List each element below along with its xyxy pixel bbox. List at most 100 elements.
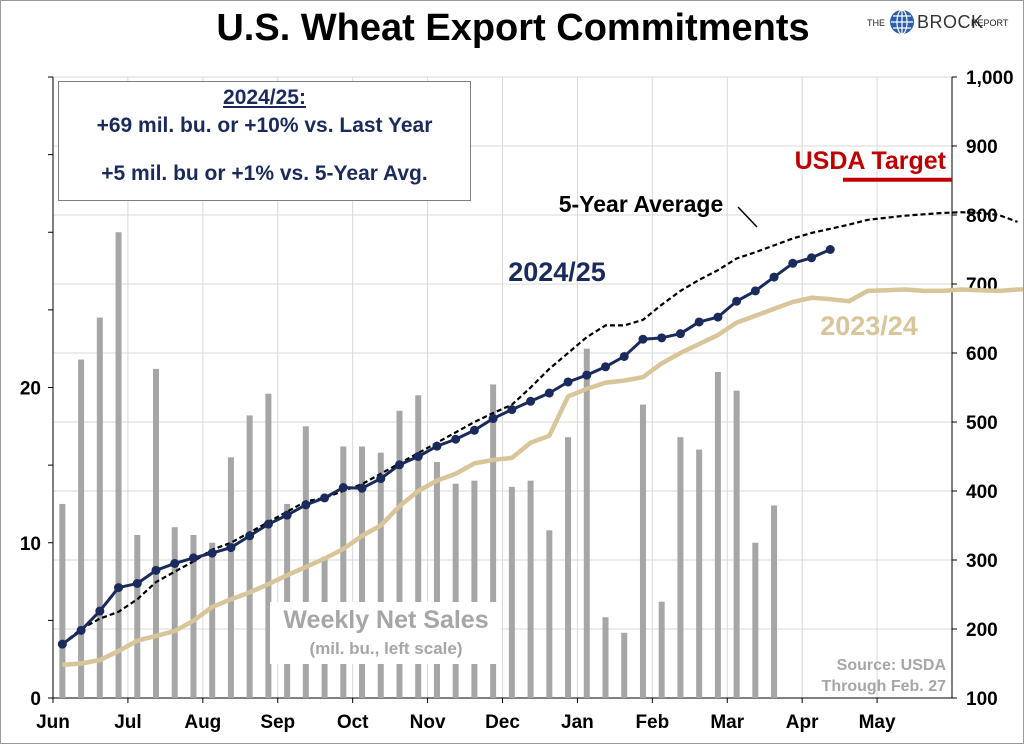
weekly-sales-bar <box>415 395 422 698</box>
point-2024-25 <box>114 583 124 593</box>
point-2024-25 <box>170 558 180 568</box>
weekly-sales-bar <box>602 617 609 698</box>
point-2024-25 <box>750 286 760 296</box>
through-date-note: Through Feb. 27 <box>822 678 947 695</box>
weekly-sales-bar <box>134 534 141 698</box>
x-tick-label: Jan <box>561 712 594 733</box>
x-tick-label: Mar <box>710 712 744 733</box>
line-2023-24 <box>62 287 1023 668</box>
right-tick-label: 900 <box>966 137 998 158</box>
weekly-sales-bar <box>452 483 459 698</box>
point-2024-25 <box>226 543 236 553</box>
point-2024-25 <box>432 441 442 451</box>
logo-report-text: REPORT <box>971 18 1009 28</box>
point-2024-25 <box>413 452 423 461</box>
point-2024-25 <box>694 317 704 327</box>
point-2024-25 <box>338 483 348 493</box>
weekly-sales-bar <box>115 232 122 698</box>
weekly-sales-bar <box>59 503 66 698</box>
weekly-sales-bar <box>359 446 366 698</box>
point-2024-25 <box>769 272 779 282</box>
x-tick-label: Aug <box>184 712 221 733</box>
weekly-sales-bar <box>227 457 234 698</box>
point-2024-25 <box>76 625 86 635</box>
x-tick-label: Jul <box>114 712 141 733</box>
right-tick-label: 400 <box>966 482 998 503</box>
x-tick-label: Dec <box>485 712 520 733</box>
logo-the-text: THE <box>867 18 885 28</box>
point-2024-25 <box>282 510 292 520</box>
point-2024-25 <box>582 370 592 380</box>
point-2024-25 <box>469 425 479 435</box>
weekly-sales-bar <box>696 449 703 698</box>
label-2024-25: 2024/25 <box>508 257 606 287</box>
weekly-sales-bar <box>583 348 590 698</box>
right-tick-label: 500 <box>966 413 998 434</box>
weekly-sales-bar <box>284 503 291 698</box>
weekly-sales-label: Weekly Net Sales <box>283 606 488 634</box>
point-2024-25 <box>151 565 161 575</box>
weekly-sales-bar <box>96 317 103 698</box>
weekly-sales-bar <box>153 368 160 698</box>
weekly-sales-bar <box>771 505 778 698</box>
summary-box: 2024/25: +69 mil. bu. or +10% vs. Last Y… <box>58 81 471 201</box>
weekly-sales-bar <box>677 437 684 698</box>
point-2024-25 <box>451 434 461 444</box>
right-tick-label: 800 <box>966 206 998 227</box>
weekly-sales-bar <box>246 415 253 698</box>
weekly-sales-bar <box>490 384 497 698</box>
point-2024-25 <box>207 548 217 558</box>
right-tick-label: 200 <box>966 620 998 641</box>
weekly-sales-bar <box>396 410 403 698</box>
right-tick-label: 300 <box>966 551 998 572</box>
weekly-sales-label-bg <box>270 602 501 664</box>
point-2024-25 <box>807 253 817 263</box>
weekly-sales-bar <box>340 446 347 698</box>
x-tick-label: May <box>859 712 896 733</box>
point-2024-25 <box>732 296 742 306</box>
point-2024-25 <box>394 460 404 470</box>
weekly-sales-bar <box>433 462 440 698</box>
x-tick-label: Jun <box>36 712 70 733</box>
brock-report-logo: THE BROCK REPORT <box>867 9 1017 35</box>
weekly-sales-bar <box>171 527 178 698</box>
point-2024-25 <box>601 362 611 372</box>
point-2024-25 <box>675 329 685 339</box>
weekly-sales-bar <box>302 426 309 698</box>
point-2024-25 <box>188 553 198 563</box>
point-2024-25 <box>376 474 386 484</box>
point-2024-25 <box>357 483 367 493</box>
weekly-sales-bar <box>190 534 197 698</box>
weekly-sales-bar <box>508 486 515 698</box>
point-2024-25 <box>638 334 648 344</box>
point-2024-25 <box>301 500 311 510</box>
line-five-year-average <box>61 211 1018 646</box>
weekly-sales-bar <box>752 542 759 698</box>
logo-brock-text: BROCK <box>917 12 984 32</box>
point-2024-25 <box>507 405 517 415</box>
weekly-sales-bar <box>546 530 553 698</box>
label-2023-24: 2023/24 <box>820 311 918 341</box>
weekly-sales-bar <box>565 437 572 698</box>
left-tick-label: 20 <box>20 379 41 400</box>
point-2024-25 <box>95 606 105 616</box>
weekly-sales-bar <box>621 632 628 698</box>
left-tick-label: 0 <box>30 689 41 710</box>
x-tick-label: Oct <box>337 712 369 733</box>
summary-header: 2024/25: <box>223 86 306 109</box>
source-note: Source: USDA <box>837 657 947 674</box>
x-tick-label: Feb <box>635 712 669 733</box>
right-tick-label: 1,000 <box>966 68 1014 89</box>
summary-line-last-year: +69 mil. bu. or +10% vs. Last Year <box>96 114 433 137</box>
summary-line-five-year: +5 mil. bu or +1% vs. 5-Year Avg. <box>101 162 428 185</box>
weekly-sales-bar <box>78 359 85 698</box>
point-2024-25 <box>320 493 330 503</box>
chart-title: U.S. Wheat Export Commitments <box>216 7 810 49</box>
weekly-sales-bar <box>733 390 740 698</box>
point-2024-25 <box>245 531 255 541</box>
weekly-sales-bar <box>377 452 384 698</box>
label-five-year-average: 5-Year Average <box>559 191 724 217</box>
weekly-sales-bar <box>658 601 665 698</box>
point-2024-25 <box>57 639 67 649</box>
